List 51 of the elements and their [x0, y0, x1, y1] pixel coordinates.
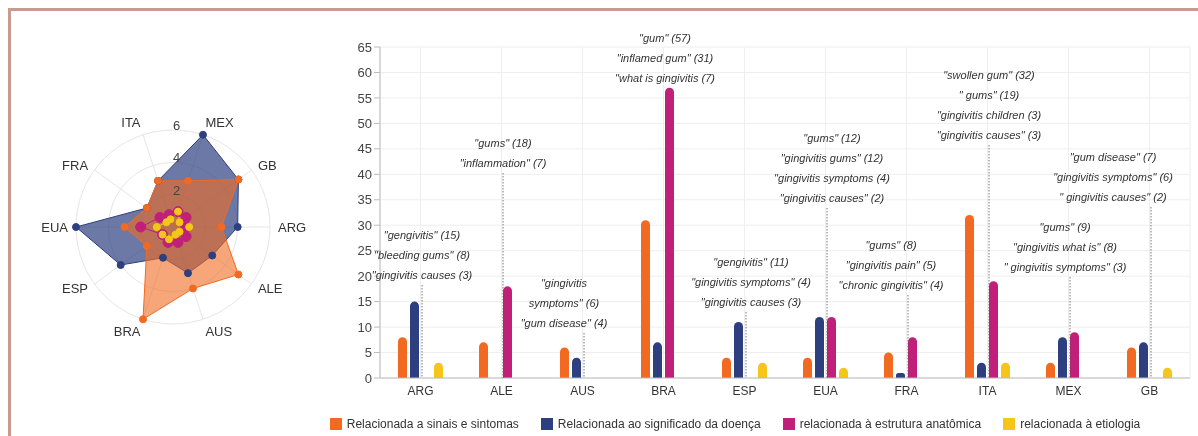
x-tick-label: FRA [894, 383, 919, 398]
y-tick-label: 55 [357, 90, 372, 106]
spoke-label: EUA [41, 219, 69, 235]
y-tick-label: 5 [364, 345, 372, 361]
y-tick-label: 35 [357, 192, 372, 208]
x-tick-label: ESP [732, 383, 757, 398]
x-tick-label: ITA [978, 383, 997, 398]
annotation: "gingivitis symptoms" (6) "gum disease" (4) [520, 277, 608, 329]
y-tick-label: 6 [173, 118, 181, 133]
y-tick-label: 4 [173, 150, 181, 166]
y-tick-label: 10 [357, 319, 372, 335]
x-tick-label: AUS [570, 383, 595, 398]
y-tick-label: 30 [357, 217, 372, 233]
y-tick-label: 2 [173, 182, 181, 198]
spoke-label: MEX [205, 115, 234, 131]
spoke-label: ESP [62, 281, 89, 297]
x-tick-label: EUA [813, 383, 838, 398]
spoke-label: AUS [205, 324, 233, 340]
annotation: "gums" (9) "gingivitis what is" (8) " gingivitis symptoms" (3) [1003, 221, 1127, 273]
legend-label: relacionada à etiologia [1020, 417, 1141, 431]
legend-label: relacionada à estrutura anatômica [799, 417, 982, 431]
y-tick-label: 25 [357, 243, 372, 259]
y-tick-label: 15 [357, 294, 372, 310]
annotation: "gums" (12) "gingivitis gums" (12) "gingivitis symptoms (4) "gingivitis causes" (2) [774, 132, 891, 204]
y-tick-label: 0 [364, 370, 372, 386]
legend-label: Relacionada a sinais e sintomas [346, 417, 519, 431]
y-tick-label: 20 [357, 268, 372, 284]
x-tick-label: ALE [490, 383, 513, 398]
annotation: "gum" (57) "inflamed gum" (31) "what is gingivitis (7) [615, 32, 716, 84]
annotation: "gum disease" (7) "gingivitis symptoms" (6) " gingivitis causes" (2) [1053, 151, 1174, 203]
spoke-label: ITA [121, 115, 141, 131]
y-tick-label: 45 [357, 141, 372, 157]
legend-label: Relacionada ao significado da doença [557, 417, 761, 431]
y-tick-label: 40 [357, 166, 372, 182]
spoke-label: BRA [113, 324, 141, 340]
x-tick-label: GB [1140, 383, 1159, 398]
annotation: "gengivitis" (11) "gingivitis symptoms" (4) "gingivitis causes (3) [691, 256, 812, 308]
y-tick-label: 65 [357, 39, 372, 55]
spoke-label: ARG [278, 219, 307, 235]
x-tick-label: MEX [1055, 383, 1082, 398]
spoke-label: GB [257, 157, 277, 173]
annotation: "gums" (8) "gingivitis pain" (5) "chronic gingivitis" (4) [838, 239, 944, 291]
annotation: "gengivitis" (15) "bleeding gums" (8) "gingivitis causes (3) [371, 229, 473, 281]
x-tick-label: BRA [651, 383, 676, 398]
x-tick-label: ARG [407, 383, 434, 398]
annotation: "swollen gum" (32) " gums" (19) "gingivitis children (3) "gingivitis causes" (3) [936, 69, 1042, 141]
spoke-label: FRA [62, 157, 89, 173]
spoke-label: ALE [257, 281, 283, 297]
y-tick-label: 50 [357, 116, 372, 131]
y-tick-label: 60 [357, 65, 372, 81]
annotation: "gums" (18) "inflammation" (7) [459, 137, 547, 169]
